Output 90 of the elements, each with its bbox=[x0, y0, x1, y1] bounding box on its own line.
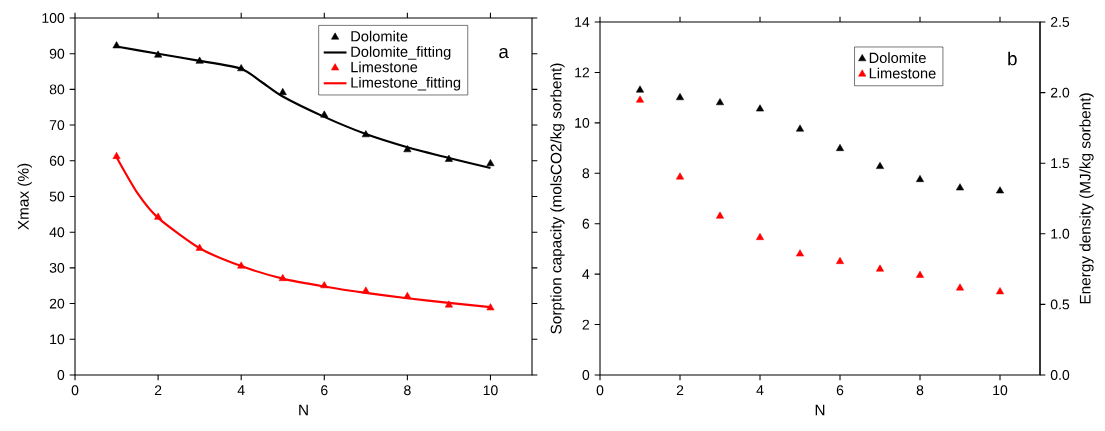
legend-label: Limestone_fitting bbox=[351, 76, 461, 91]
point bbox=[112, 41, 121, 49]
y-tick-label: 40 bbox=[49, 227, 65, 238]
point bbox=[403, 291, 412, 299]
y-axis-title: Sorption capacity (molsCO2/kg sorbent) bbox=[550, 63, 565, 334]
y-tick-label: 6 bbox=[582, 218, 590, 229]
annotation: a bbox=[499, 47, 509, 59]
point bbox=[278, 274, 287, 281]
point bbox=[796, 249, 804, 257]
x-tick-label: 8 bbox=[404, 385, 411, 396]
point bbox=[154, 212, 163, 220]
point bbox=[361, 130, 370, 138]
point bbox=[916, 175, 924, 182]
point bbox=[956, 183, 964, 191]
y-tick-label: 14 bbox=[575, 17, 590, 27]
y-tick-label: 10 bbox=[50, 334, 65, 345]
x-axis-title: N bbox=[815, 404, 825, 416]
point bbox=[444, 154, 453, 162]
point bbox=[320, 281, 329, 289]
point bbox=[636, 85, 644, 93]
x-tick-label: 8 bbox=[916, 385, 924, 396]
y-tick-label: 90 bbox=[49, 48, 65, 59]
legend-label: Limestone bbox=[351, 61, 418, 73]
point bbox=[278, 88, 287, 96]
point bbox=[756, 233, 764, 240]
point bbox=[154, 50, 163, 58]
y2-tick-label: 0.0 bbox=[1050, 370, 1070, 380]
y-tick-label: 100 bbox=[42, 13, 65, 23]
y-tick-label: 8 bbox=[582, 168, 590, 179]
y-tick-label: 70 bbox=[49, 120, 65, 131]
annotation: b bbox=[1008, 51, 1017, 66]
point bbox=[876, 161, 884, 169]
point bbox=[996, 186, 1004, 194]
y2-tick-label: 2.5 bbox=[1050, 17, 1070, 27]
point bbox=[876, 264, 884, 272]
y-axis-title: Xmax (%) bbox=[17, 163, 32, 230]
point bbox=[916, 270, 924, 278]
x-tick-label: 4 bbox=[237, 385, 245, 395]
point bbox=[361, 286, 370, 294]
y-tick-label: 2 bbox=[582, 319, 590, 330]
point bbox=[636, 95, 644, 103]
point bbox=[996, 287, 1004, 295]
point bbox=[195, 56, 204, 64]
y2-tick-label: 2.0 bbox=[1050, 87, 1070, 98]
x-tick-label: 2 bbox=[676, 385, 684, 396]
point bbox=[486, 303, 495, 311]
y-tick-label: 50 bbox=[49, 191, 65, 202]
x-axis-title: N bbox=[299, 404, 308, 416]
point bbox=[195, 243, 204, 251]
point bbox=[676, 93, 684, 101]
y-tick-label: 0 bbox=[57, 370, 65, 380]
point bbox=[716, 98, 724, 106]
y-tick-label: 80 bbox=[49, 84, 65, 95]
legend-label: Dolomite_fitting bbox=[351, 46, 451, 60]
point bbox=[444, 300, 453, 308]
x-tick-label: 10 bbox=[483, 385, 498, 396]
point bbox=[486, 159, 495, 167]
point bbox=[237, 64, 246, 72]
legend-label: Dolomite bbox=[869, 52, 926, 64]
y-tick-label: 10 bbox=[575, 117, 590, 128]
point bbox=[796, 124, 804, 132]
point bbox=[956, 283, 964, 291]
x-tick-label: 0 bbox=[71, 385, 79, 396]
x-tick-label: 6 bbox=[836, 385, 844, 396]
point bbox=[320, 110, 329, 118]
y-tick-label: 30 bbox=[49, 262, 65, 273]
x-tick-label: 2 bbox=[154, 385, 162, 396]
point bbox=[756, 104, 764, 112]
legend-label: Dolomite bbox=[351, 30, 408, 42]
y-tick-label: 12 bbox=[575, 67, 590, 78]
y-tick-label: 4 bbox=[582, 269, 590, 279]
y2-tick-label: 1.5 bbox=[1051, 158, 1070, 169]
y2-tick-label: 1.0 bbox=[1051, 228, 1070, 239]
point bbox=[716, 211, 724, 219]
y2-tick-label: 0.5 bbox=[1050, 299, 1070, 310]
point bbox=[676, 172, 684, 180]
point bbox=[836, 256, 844, 264]
x-tick-label: 4 bbox=[756, 385, 764, 395]
point bbox=[403, 145, 412, 153]
x-tick-label: 0 bbox=[596, 385, 604, 396]
y-tick-label: 60 bbox=[49, 155, 65, 166]
y2-axis-title: Energy density (MJ/kg sorbent) bbox=[1079, 93, 1094, 304]
point bbox=[112, 151, 121, 159]
x-tick-label: 10 bbox=[993, 385, 1008, 396]
point bbox=[836, 144, 844, 151]
point bbox=[237, 261, 246, 269]
x-tick-label: 6 bbox=[321, 385, 328, 396]
legend-label: Limestone bbox=[869, 67, 936, 79]
y-tick-label: 0 bbox=[582, 370, 590, 380]
y-tick-label: 20 bbox=[49, 298, 65, 309]
